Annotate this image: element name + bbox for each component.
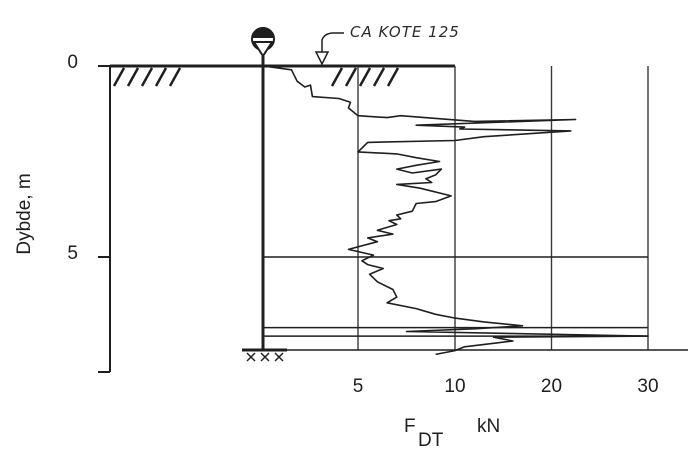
ground-hatching-right [330, 67, 400, 87]
x-tick-label: 10 [444, 376, 465, 397]
x-axis-title-sub: DT [418, 430, 444, 451]
x-ticks: 5 10 20 30 [353, 376, 659, 397]
y-tick-label: 0 [67, 52, 78, 73]
x-tick-label: 30 [637, 376, 658, 397]
x-gridlines [357, 66, 649, 350]
x-tick-label: 5 [353, 376, 364, 397]
ground-hatching-left [112, 67, 182, 87]
y-ticks: 05 [67, 52, 110, 373]
series-line [262, 65, 649, 356]
elevation-annotation-text: CA KOTE 125 [350, 23, 460, 41]
x-tick-label: 20 [541, 376, 562, 397]
x-axis-title-main: F [404, 416, 416, 437]
elevation-annotation: CA KOTE 125 [314, 23, 460, 66]
base-marker-icon [242, 348, 287, 362]
y-axis-title: Dybde, m [14, 173, 35, 254]
y-tick-label: 5 [67, 243, 78, 264]
sounding-marker-icon [251, 27, 275, 58]
x-axis-title-unit: kN [477, 416, 500, 437]
